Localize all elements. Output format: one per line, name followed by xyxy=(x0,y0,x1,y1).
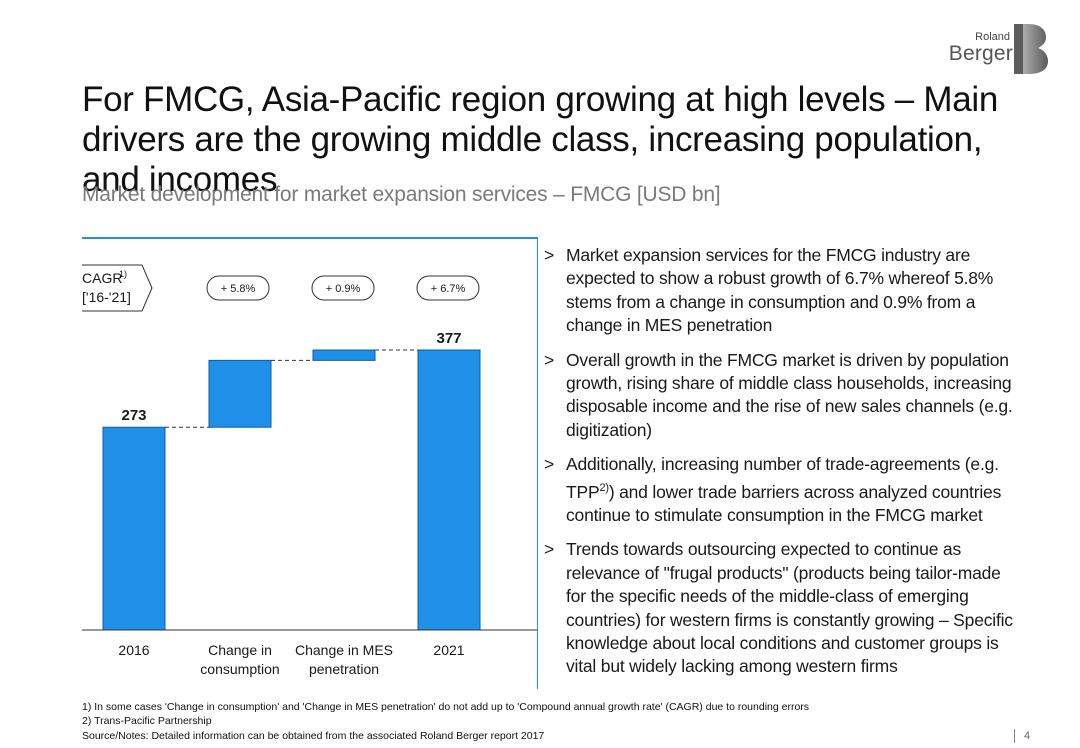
bar-0 xyxy=(102,426,166,631)
footnote-2: 2) Trans-Pacific Partnership xyxy=(82,714,212,727)
bullet-text-after: ) and lower trade barriers across analyz… xyxy=(566,481,1002,525)
page-number-divider xyxy=(1014,729,1015,743)
value-label-3: 377 xyxy=(436,330,461,347)
bullet-text-before: Additionally, increasing number of trade… xyxy=(566,454,999,502)
bullet-superscript: 2) xyxy=(599,481,609,494)
value-label-0: 273 xyxy=(121,407,146,424)
bullet-text: Market expansion services for the FMCG i… xyxy=(566,245,994,336)
logo-text-roland: Roland xyxy=(975,31,1010,43)
logo-text-berger: Berger xyxy=(948,42,1013,65)
cagr-pill-0 xyxy=(206,275,270,301)
chart-right-rule xyxy=(537,237,538,689)
cagr-pill-1 xyxy=(311,275,375,301)
cagr-pill-2 xyxy=(416,275,480,301)
page-subtitle: Market development for market expansion … xyxy=(82,183,721,206)
page-title: For FMCG, Asia-Pacific region growing at… xyxy=(82,80,999,199)
bullet-item: > Trends towards outsourcing expected to… xyxy=(540,538,1020,678)
bar-2 xyxy=(312,349,376,361)
source-note: Source/Notes: Detailed information can b… xyxy=(82,730,545,742)
bullet-text: Trends towards outsourcing expected to c… xyxy=(566,539,1013,677)
category-label-2-0: Change in MES xyxy=(295,642,393,658)
cagr-pill-value-1: + 0.9% xyxy=(326,283,361,295)
bullet-marker: > xyxy=(544,454,555,475)
waterfall-chart: 273 377 2016 Change in consumption Change in … xyxy=(82,264,537,677)
category-label-3-0: 2021 xyxy=(433,642,464,658)
bar-3 xyxy=(417,349,481,631)
cagr-superscript: 1) xyxy=(119,269,127,279)
cagr-label-shape xyxy=(82,264,153,312)
cagr-period: ['16-'21] xyxy=(82,289,131,305)
bullet-item: > Additionally, increasing number of tra… xyxy=(540,453,1020,527)
category-label-0-0: 2016 xyxy=(118,642,149,658)
bullet-marker: > xyxy=(544,539,555,560)
roland-berger-logo: Roland Berger xyxy=(948,20,1060,76)
chart-top-rule xyxy=(82,237,538,239)
category-label-2-1: penetration xyxy=(309,661,379,677)
category-label-1-0: Change in xyxy=(208,642,272,658)
bullet-list: > Market expansion services for the FMCG… xyxy=(540,244,1020,690)
cagr-label: CAGR xyxy=(82,270,122,286)
bar-1 xyxy=(208,359,272,428)
bullet-marker: > xyxy=(544,245,555,265)
page-number: 4 xyxy=(1024,730,1031,742)
bullet-marker: > xyxy=(544,349,555,370)
footnotes: 1) In some cases 'Change in consumption'… xyxy=(82,701,809,728)
logo-b-mark-icon xyxy=(1014,24,1048,74)
cagr-pill-value-2: + 6.7% xyxy=(431,283,466,295)
bullet-item: > Market expansion services for the FMCG… xyxy=(540,244,1020,338)
bullet-item: > Overall growth in the FMCG market is d… xyxy=(540,349,1020,443)
footnote-1: 1) In some cases 'Change in consumption'… xyxy=(82,701,810,713)
bullet-text: Overall growth in the FMCG market is dri… xyxy=(566,349,1013,440)
cagr-pill-value-0: + 5.8% xyxy=(221,283,256,295)
category-label-1-1: consumption xyxy=(200,661,279,677)
